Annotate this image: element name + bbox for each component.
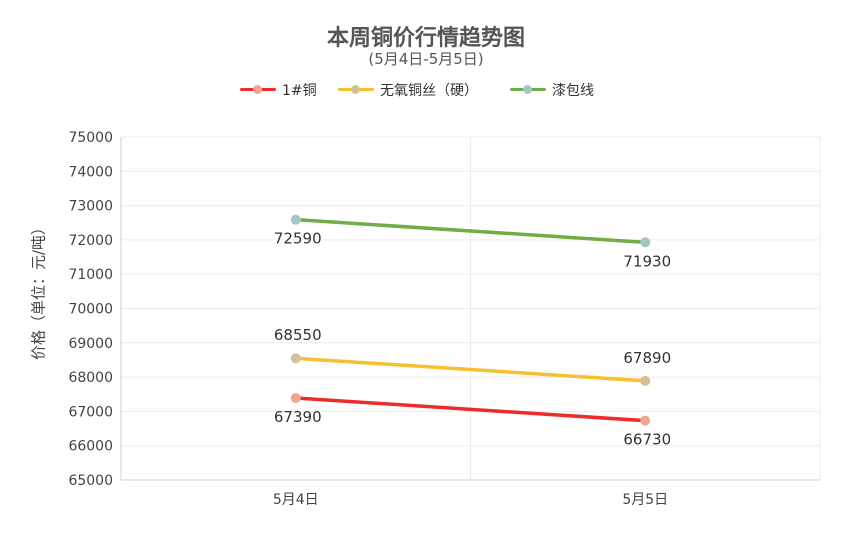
data-point	[640, 237, 651, 248]
data-point	[290, 214, 301, 225]
y-tick-label: 71000	[68, 267, 113, 283]
data-label: 66730	[623, 431, 671, 449]
data-label: 67390	[274, 408, 322, 426]
y-tick-label: 70000	[68, 302, 113, 318]
data-point	[290, 393, 301, 404]
series-line	[294, 217, 647, 245]
y-tick-label: 67000	[68, 404, 113, 420]
x-tick-label: 5月4日	[273, 492, 319, 508]
data-point	[640, 415, 651, 426]
legend-label-oxygen-free-copper-wire: 无氧铜丝（硬）	[380, 83, 478, 99]
y-tick-label: 69000	[68, 336, 113, 352]
data-label: 72590	[274, 230, 322, 248]
legend-item-enameled-wire[interactable]: 漆包线	[510, 80, 594, 100]
legend-swatch-copper	[240, 80, 276, 100]
series-line	[294, 356, 647, 383]
legend-label-copper: 1#铜	[282, 83, 317, 99]
legend-swatch-enameled-wire	[510, 80, 546, 100]
y-tick-label: 72000	[68, 233, 113, 249]
data-point	[640, 375, 651, 386]
legend-label-enameled-wire: 漆包线	[552, 83, 594, 99]
data-label: 71930	[623, 252, 671, 270]
legend-swatch-oxygen-free-copper-wire	[338, 80, 374, 100]
chart-legend: 1#铜 无氧铜丝（硬） 漆包线	[0, 80, 852, 100]
y-tick-label: 66000	[68, 439, 113, 455]
series-line	[294, 396, 647, 423]
x-tick-label: 5月5日	[622, 492, 668, 508]
data-label: 68550	[274, 326, 322, 344]
chart-subtitle: (5月4日-5月5日)	[368, 50, 484, 68]
y-tick-label: 75000	[68, 130, 113, 146]
data-point	[290, 353, 301, 364]
y-tick-label: 73000	[68, 199, 113, 215]
legend-item-oxygen-free-copper-wire[interactable]: 无氧铜丝（硬）	[338, 80, 478, 100]
y-tick-label: 68000	[68, 370, 113, 386]
chart-title: 本周铜价行情趋势图	[326, 26, 525, 51]
legend-item-copper[interactable]: 1#铜	[240, 80, 317, 100]
y-tick-label: 74000	[68, 164, 113, 180]
data-label: 67890	[623, 349, 671, 367]
y-tick-label: 65000	[68, 473, 113, 489]
